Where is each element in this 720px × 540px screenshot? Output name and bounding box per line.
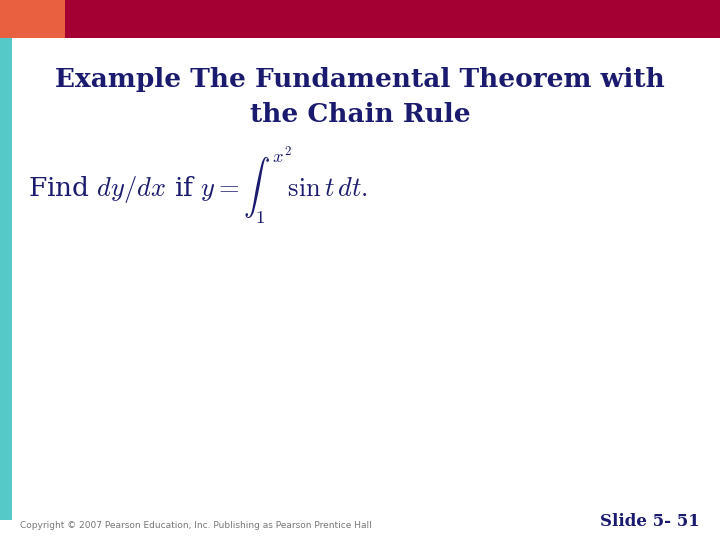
Text: Slide 5- 51: Slide 5- 51 [600,513,700,530]
Bar [0,38,12,520]
Text: Find $dy/dx$ if $y = \int_1^{x^2} \!\sin t\,dt.$: Find $dy/dx$ if $y = \int_1^{x^2} \!\sin… [28,144,368,226]
Bar [0,0,720,38]
Text: the Chain Rule: the Chain Rule [250,103,470,127]
Bar [0,0,65,38]
Text: Copyright © 2007 Pearson Education, Inc. Publishing as Pearson Prentice Hall: Copyright © 2007 Pearson Education, Inc.… [20,521,372,530]
Text: Example The Fundamental Theorem with: Example The Fundamental Theorem with [55,68,665,92]
